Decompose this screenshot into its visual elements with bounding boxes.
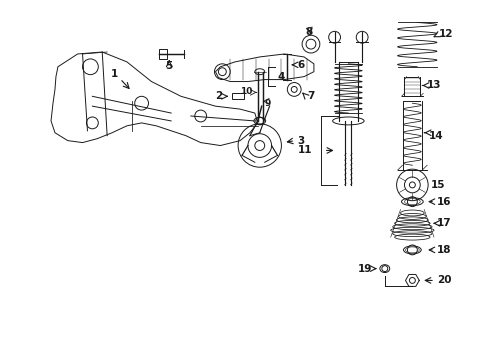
Text: 3: 3 xyxy=(297,136,304,145)
Text: 12: 12 xyxy=(438,29,452,39)
Text: 20: 20 xyxy=(436,275,450,285)
Text: 7: 7 xyxy=(306,91,314,101)
Text: 18: 18 xyxy=(436,245,450,255)
Text: 10: 10 xyxy=(240,87,252,96)
Text: 5: 5 xyxy=(165,61,172,71)
Text: 8: 8 xyxy=(305,27,312,37)
Text: 6: 6 xyxy=(297,60,304,70)
Text: 13: 13 xyxy=(426,81,441,90)
Text: 16: 16 xyxy=(436,197,450,207)
Text: 14: 14 xyxy=(428,131,443,141)
Text: 4: 4 xyxy=(277,72,285,82)
Text: 11: 11 xyxy=(297,145,311,156)
Text: 15: 15 xyxy=(430,180,445,190)
Bar xyxy=(232,93,244,99)
Text: 19: 19 xyxy=(357,264,371,274)
Text: 9: 9 xyxy=(264,99,270,108)
Text: 2: 2 xyxy=(214,91,222,101)
Text: 17: 17 xyxy=(436,218,451,228)
Bar xyxy=(159,49,167,59)
Text: 1: 1 xyxy=(110,69,118,79)
